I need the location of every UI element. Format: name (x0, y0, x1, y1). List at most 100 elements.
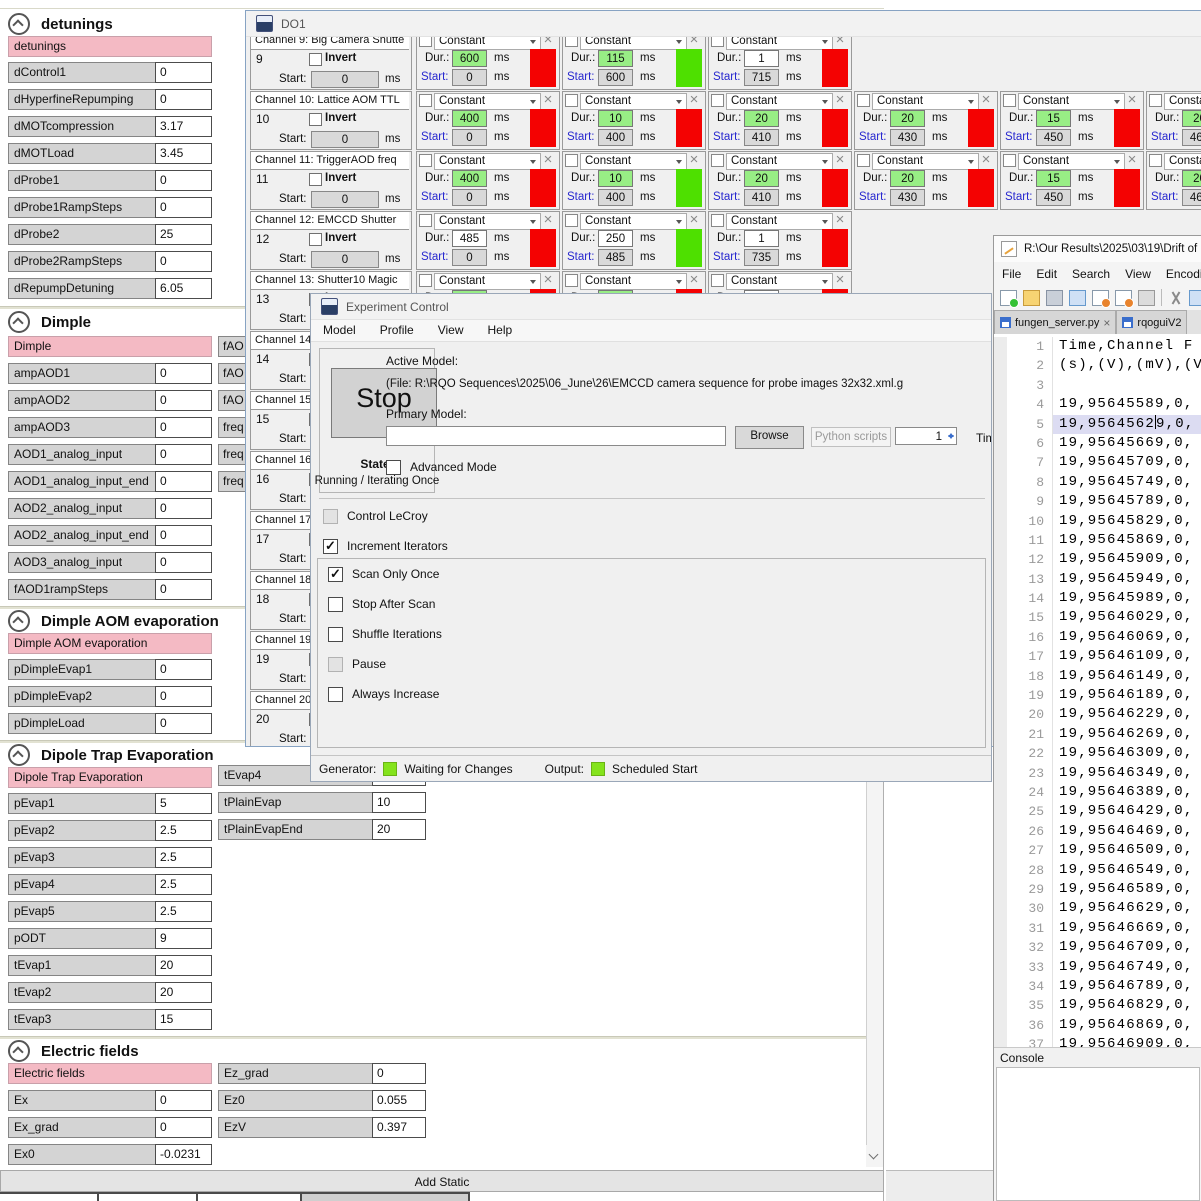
param-value-input[interactable]: 20 (155, 955, 212, 976)
param-value-input[interactable]: 6.05 (155, 278, 212, 299)
param-value-input[interactable]: 2.5 (155, 901, 212, 922)
start-input[interactable]: 465 (1182, 189, 1201, 206)
dur-input[interactable]: 20 (1182, 170, 1201, 187)
group-name-field[interactable]: Dipole Trap Evaporation (8, 767, 212, 788)
save-all-icon[interactable] (1069, 289, 1086, 306)
segment-close-icon[interactable]: × (543, 91, 553, 108)
start-input[interactable]: 450 (1036, 189, 1071, 206)
collapse-icon[interactable] (8, 311, 30, 333)
param-value-input[interactable]: 0 (155, 417, 212, 438)
state-block[interactable] (968, 109, 994, 147)
segment-close-icon[interactable]: × (689, 211, 699, 228)
scrollbar-down-button[interactable] (866, 1145, 882, 1167)
segment-close-icon[interactable]: × (689, 151, 699, 168)
segment-close-icon[interactable]: × (689, 271, 699, 288)
dur-input[interactable]: 10 (598, 110, 633, 127)
scrollbar-track[interactable] (866, 780, 883, 1167)
segment-checkbox[interactable] (419, 274, 432, 287)
state-block[interactable] (968, 169, 994, 207)
segment-close-icon[interactable]: × (543, 31, 553, 48)
param-value-input[interactable]: 0 (155, 659, 212, 680)
state-block[interactable] (676, 49, 702, 87)
do1-title-bar[interactable]: DO1 (246, 11, 1201, 37)
segment-checkbox[interactable] (419, 214, 432, 227)
param-value-input[interactable]: 15 (155, 1009, 212, 1030)
start-input[interactable]: 715 (744, 69, 779, 86)
checkbox[interactable] (328, 657, 343, 672)
dur-input[interactable]: 485 (452, 230, 487, 247)
segment-checkbox[interactable] (857, 154, 870, 167)
segment-type-dropdown[interactable]: Constant (1164, 93, 1201, 110)
dur-input[interactable]: 1 (744, 50, 779, 67)
dur-input[interactable]: 400 (452, 110, 487, 127)
param-value-input[interactable]: 0 (155, 390, 212, 411)
tab-rqogui[interactable]: rqoguiV2 (1116, 310, 1188, 334)
menu-item[interactable]: View (1125, 266, 1151, 281)
param-value-input[interactable]: 0 (155, 579, 212, 600)
dur-input[interactable]: 1 (744, 230, 779, 247)
close-all-icon[interactable] (1115, 289, 1134, 308)
collapse-icon[interactable] (8, 13, 30, 35)
param-value-input[interactable]: 0 (155, 444, 212, 465)
menu-item[interactable]: Encoding (1165, 266, 1201, 281)
advanced-mode-checkbox[interactable] (386, 460, 401, 475)
state-block[interactable] (822, 169, 848, 207)
start-input[interactable]: 0 (452, 189, 487, 206)
segment-type-dropdown[interactable]: Constant (872, 93, 979, 110)
start-input[interactable]: 400 (598, 129, 633, 146)
segment-close-icon[interactable]: × (689, 91, 699, 108)
start-input[interactable]: 735 (744, 249, 779, 266)
segment-close-icon[interactable]: × (689, 31, 699, 48)
dur-input[interactable]: 15 (1036, 110, 1071, 127)
menu-item[interactable]: Profile (379, 323, 414, 337)
state-block[interactable] (1114, 169, 1140, 207)
param-value-input[interactable]: 0 (155, 62, 212, 83)
param-value-input[interactable]: 0 (155, 89, 212, 110)
segment-close-icon[interactable]: × (1127, 151, 1137, 168)
segment-checkbox[interactable] (565, 154, 578, 167)
start-input[interactable]: 410 (744, 129, 779, 146)
param-value-input[interactable]: 25 (155, 224, 212, 245)
add-static-button[interactable]: Add Static (0, 1170, 884, 1192)
state-block[interactable] (530, 169, 556, 207)
param-value-input[interactable]: 5 (155, 793, 212, 814)
checkbox[interactable] (328, 687, 343, 702)
segment-checkbox[interactable] (711, 154, 724, 167)
state-block[interactable] (676, 109, 702, 147)
segment-checkbox[interactable] (419, 154, 432, 167)
param-value-input[interactable]: 0 (155, 498, 212, 519)
tab-fungen-server[interactable]: fungen_server.py × (994, 310, 1117, 334)
start-input[interactable]: 485 (598, 249, 633, 266)
menu-item[interactable]: Model (323, 323, 356, 337)
dur-input[interactable]: 20 (890, 170, 925, 187)
start-input[interactable]: 410 (744, 189, 779, 206)
param-value-input[interactable]: 3.17 (155, 116, 212, 137)
segment-checkbox[interactable] (565, 274, 578, 287)
param-value-input[interactable]: 2.5 (155, 847, 212, 868)
checkbox[interactable] (328, 627, 343, 642)
dur-input[interactable]: 600 (452, 50, 487, 67)
open-folder-icon[interactable] (1023, 289, 1040, 306)
collapse-icon[interactable] (8, 610, 30, 632)
group-name-field[interactable]: Dimple (8, 336, 212, 357)
state-block[interactable] (676, 169, 702, 207)
channel-start-input[interactable]: 0 (311, 251, 379, 268)
editor-title-bar[interactable]: R:\Our Results\2025\03\19\Drift of (994, 236, 1201, 262)
segment-checkbox[interactable] (1003, 94, 1016, 107)
segment-close-icon[interactable]: × (835, 91, 845, 108)
param-value-input[interactable]: 0 (155, 471, 212, 492)
state-block[interactable] (676, 229, 702, 267)
group-name-field[interactable]: Dimple AOM evaporation (8, 633, 212, 654)
segment-type-dropdown[interactable]: Constant (434, 153, 541, 170)
param-value-input[interactable]: -0.0231 (155, 1144, 212, 1165)
param-value-input[interactable]: 0.397 (372, 1117, 426, 1138)
segment-close-icon[interactable]: × (543, 211, 553, 228)
segment-type-dropdown[interactable]: Constant (434, 213, 541, 230)
segment-type-dropdown[interactable]: Constant (1018, 93, 1125, 110)
segment-type-dropdown[interactable]: Constant (726, 213, 833, 230)
dur-input[interactable]: 20 (890, 110, 925, 127)
state-block[interactable] (530, 109, 556, 147)
dur-input[interactable]: 20 (744, 110, 779, 127)
param-value-input[interactable]: 2.5 (155, 874, 212, 895)
segment-type-dropdown[interactable]: Constant (726, 273, 833, 290)
